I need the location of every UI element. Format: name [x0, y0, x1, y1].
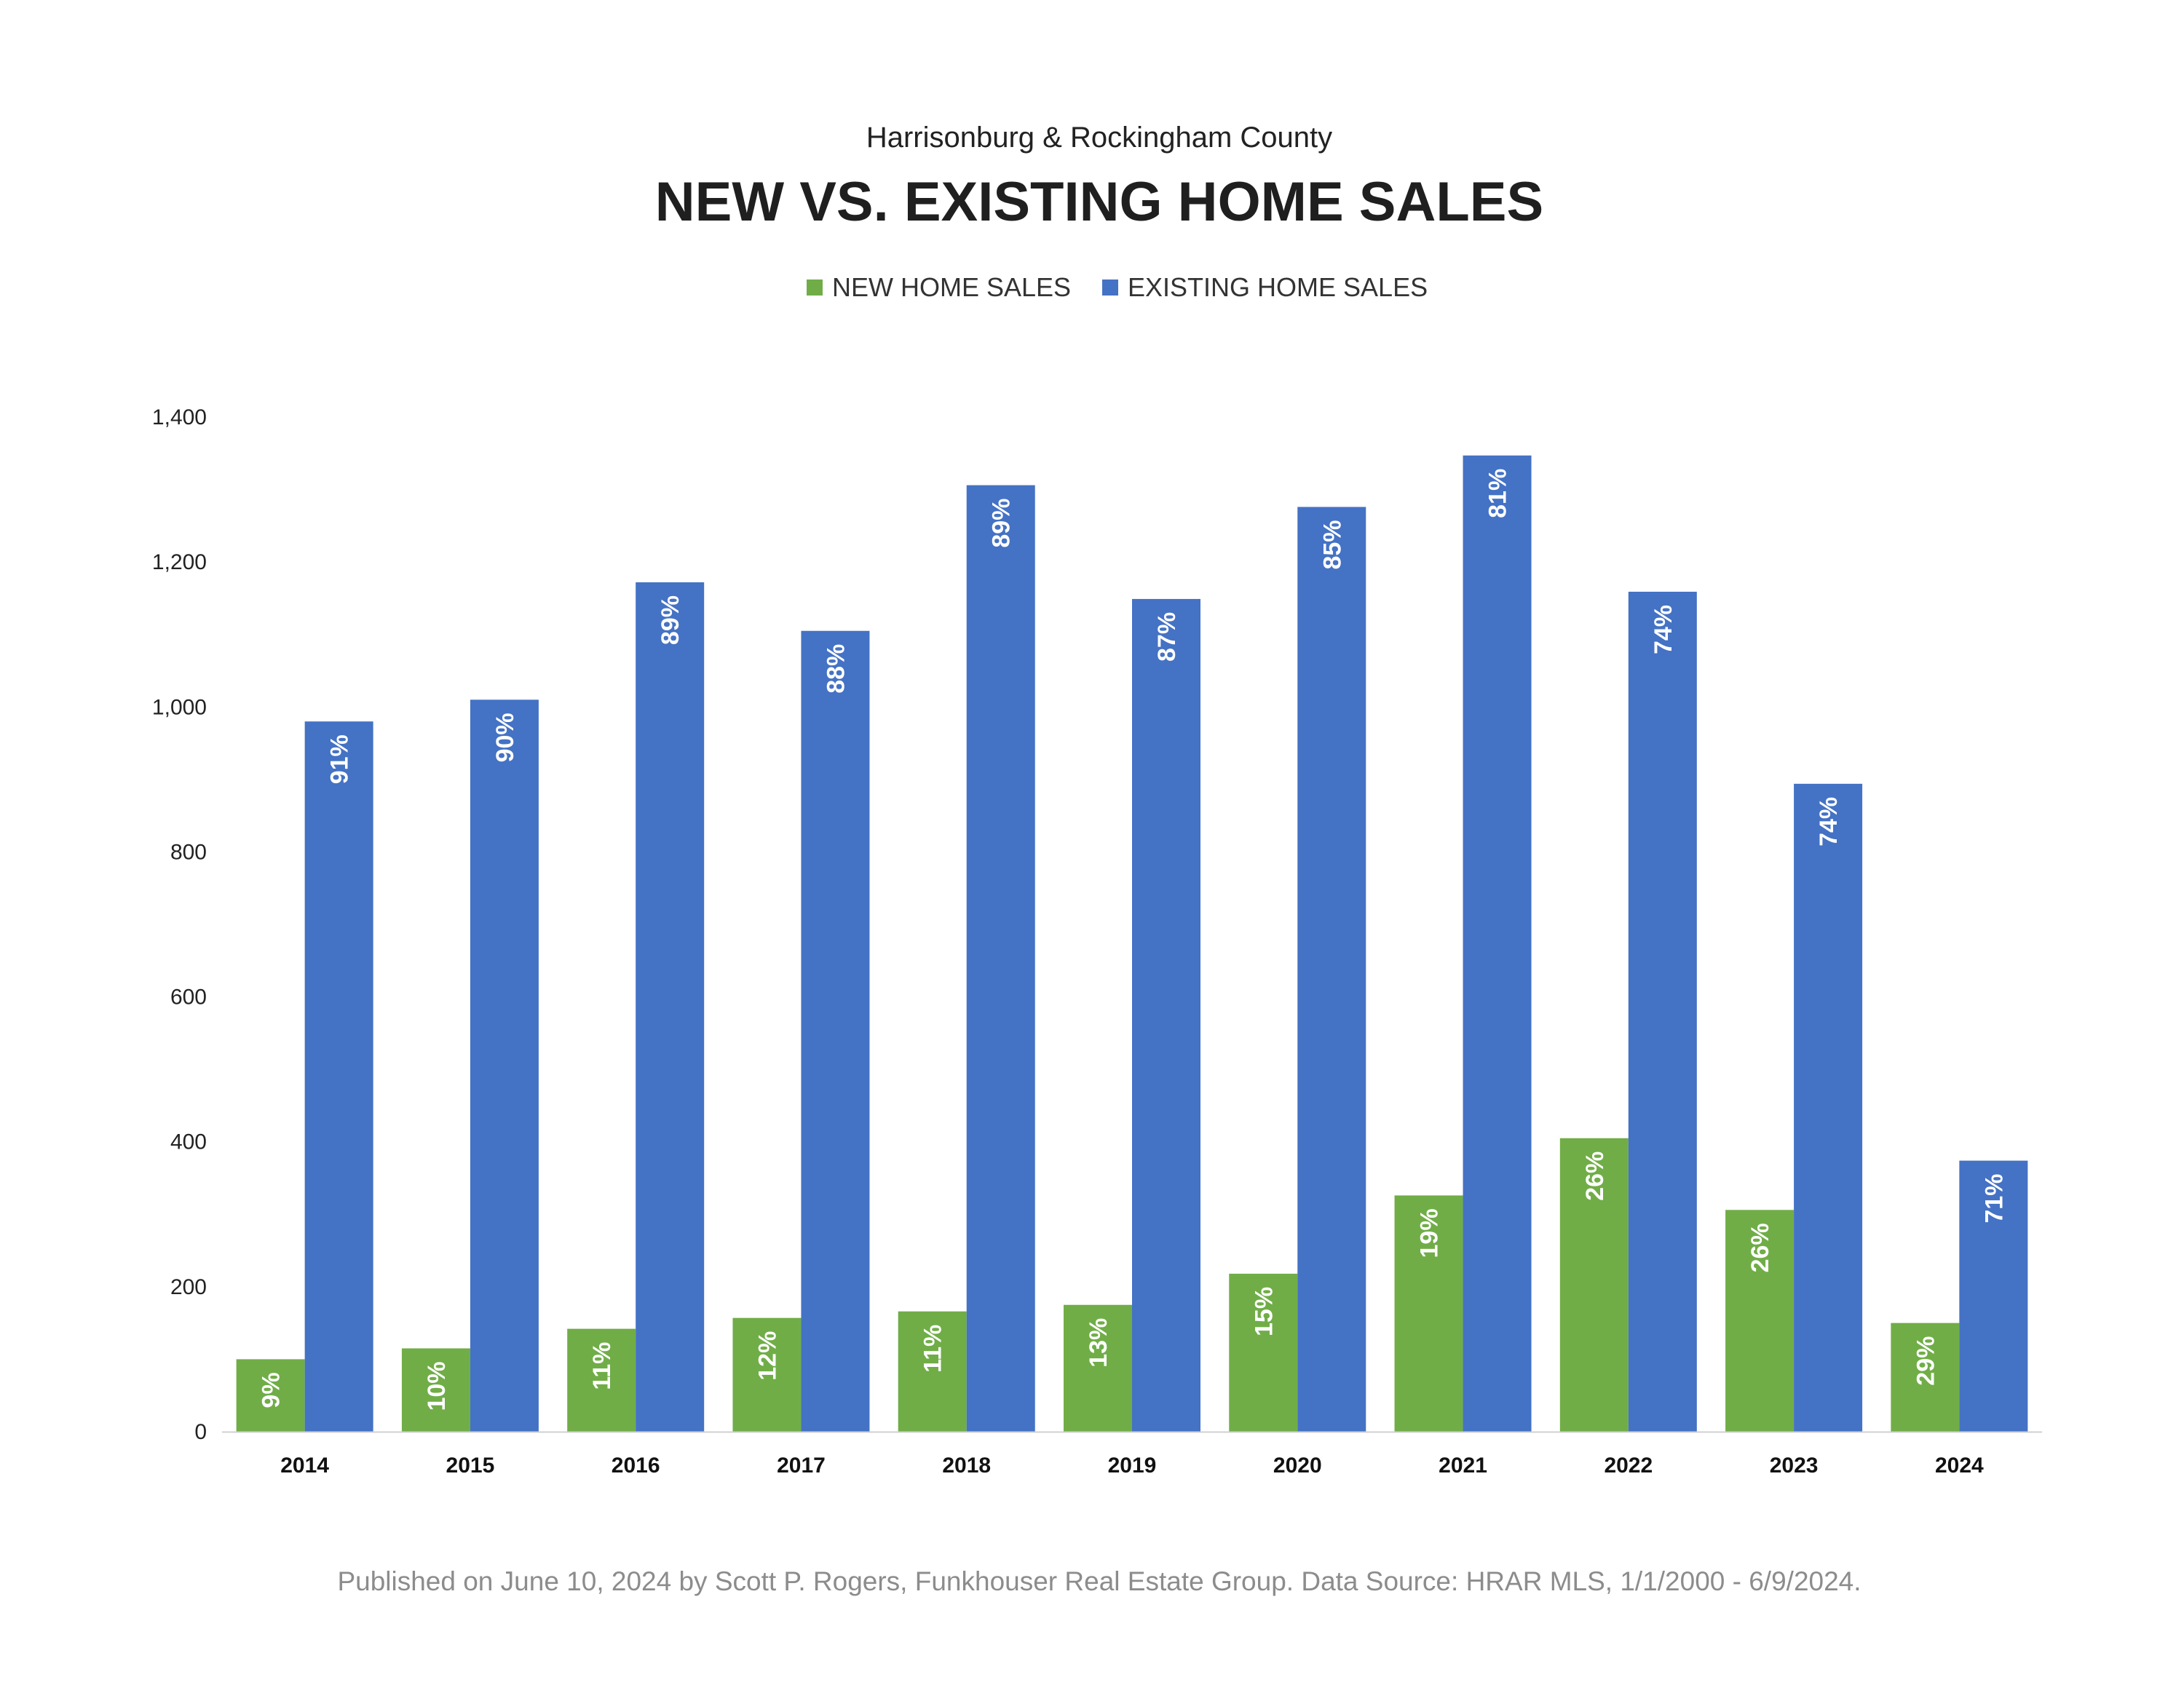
new-home-sales-label: 11%	[588, 1342, 616, 1390]
new-home-sales-bar	[1559, 1138, 1629, 1432]
new-home-sales-label: 10%	[423, 1361, 451, 1411]
existing-home-sales-bar	[1297, 507, 1366, 1432]
new-home-sales-label: 12%	[753, 1331, 781, 1381]
y-tick-label: 1,200	[152, 550, 207, 574]
x-tick-label: 2015	[446, 1454, 495, 1478]
x-tick-label: 2017	[777, 1454, 826, 1478]
existing-home-sales-label: 90%	[491, 713, 519, 762]
existing-home-sales-label: 87%	[1153, 612, 1181, 662]
y-tick-label: 800	[170, 840, 207, 864]
new-home-sales-bar	[1891, 1323, 1960, 1432]
y-tick-label: 600	[170, 986, 207, 1010]
existing-home-sales-label: 89%	[988, 499, 1016, 548]
new-home-sales-bar	[1229, 1273, 1298, 1432]
new-home-sales-label: 19%	[1416, 1208, 1444, 1258]
new-home-sales-bar	[401, 1348, 470, 1432]
y-tick-label: 200	[170, 1275, 207, 1299]
existing-home-sales-bar	[1794, 783, 1863, 1432]
bars: 9% 91% 10% 90% 11% 89% 12% 88% 11% 89% 13% 87% 15% 85…	[236, 455, 2028, 1432]
new-home-sales-label: 13%	[1085, 1318, 1112, 1368]
existing-home-sales-bar	[1463, 455, 1532, 1432]
y-tick-label: 0	[194, 1420, 207, 1444]
y-axis: 0 200 400 600 800 1,000 1,200 1,400	[152, 405, 207, 1444]
new-home-sales-bar	[898, 1311, 967, 1432]
legend-label-existing: EXISTING HOME SALES	[1128, 272, 1428, 302]
new-home-sales-label: 15%	[1250, 1287, 1278, 1336]
x-tick-label: 2020	[1273, 1454, 1322, 1478]
new-home-sales-label: 26%	[1746, 1223, 1774, 1272]
existing-home-sales-bar	[470, 699, 539, 1432]
new-home-sales-label: 11%	[919, 1325, 947, 1373]
x-tick-label: 2019	[1108, 1454, 1157, 1478]
existing-home-sales-bar	[966, 485, 1035, 1432]
existing-home-sales-bar	[1628, 591, 1697, 1432]
x-tick-label: 2021	[1439, 1454, 1487, 1478]
x-tick-label: 2024	[1935, 1454, 1984, 1478]
new-home-sales-label: 9%	[258, 1372, 285, 1408]
existing-home-sales-bar	[304, 721, 373, 1432]
legend-swatch-new	[807, 279, 823, 296]
existing-home-sales-bar	[1132, 598, 1200, 1432]
new-home-sales-bar	[1394, 1195, 1463, 1432]
existing-home-sales-bar	[636, 582, 705, 1432]
x-tick-label: 2014	[280, 1454, 329, 1478]
new-home-sales-bar	[236, 1359, 305, 1432]
existing-home-sales-label: 91%	[326, 734, 354, 784]
new-home-sales-label: 26%	[1581, 1151, 1609, 1201]
existing-home-sales-bar	[801, 630, 870, 1432]
y-tick-label: 1,400	[152, 405, 207, 429]
new-home-sales-bar	[732, 1317, 802, 1432]
existing-home-sales-label: 81%	[1484, 469, 1512, 518]
existing-home-sales-label: 88%	[822, 644, 850, 694]
legend-label-new: NEW HOME SALES	[832, 272, 1071, 302]
existing-home-sales-label: 71%	[1980, 1174, 2008, 1224]
existing-home-sales-bar	[1959, 1160, 2028, 1432]
existing-home-sales-label: 85%	[1318, 520, 1346, 569]
legend-swatch-existing	[1102, 279, 1118, 296]
existing-home-sales-label: 74%	[1815, 797, 1843, 847]
new-home-sales-label: 29%	[1912, 1336, 1939, 1386]
existing-home-sales-label: 74%	[1650, 605, 1677, 654]
new-home-sales-bar	[1064, 1304, 1132, 1432]
new-home-sales-bar	[1725, 1210, 1795, 1432]
x-tick-label: 2022	[1604, 1454, 1653, 1478]
legend: NEW HOME SALES EXISTING HOME SALES	[807, 272, 1428, 302]
chart-subtitle: Harrisonburg & Rockingham County	[866, 122, 1332, 154]
x-axis: 2014 2015 2016 2017 2018 2019 2020 2021 2022 2023…	[222, 1431, 2042, 1478]
new-home-sales-bar	[567, 1328, 636, 1432]
y-tick-label: 400	[170, 1130, 207, 1154]
existing-home-sales-label: 89%	[657, 595, 684, 645]
x-tick-label: 2016	[612, 1454, 660, 1478]
footnote: Published on June 10, 2024 by Scott P. R…	[337, 1566, 1861, 1596]
chart-title: NEW VS. EXISTING HOME SALES	[655, 171, 1543, 233]
x-tick-label: 2018	[942, 1454, 991, 1478]
x-tick-label: 2023	[1770, 1454, 1819, 1478]
y-tick-label: 1,000	[152, 695, 207, 719]
